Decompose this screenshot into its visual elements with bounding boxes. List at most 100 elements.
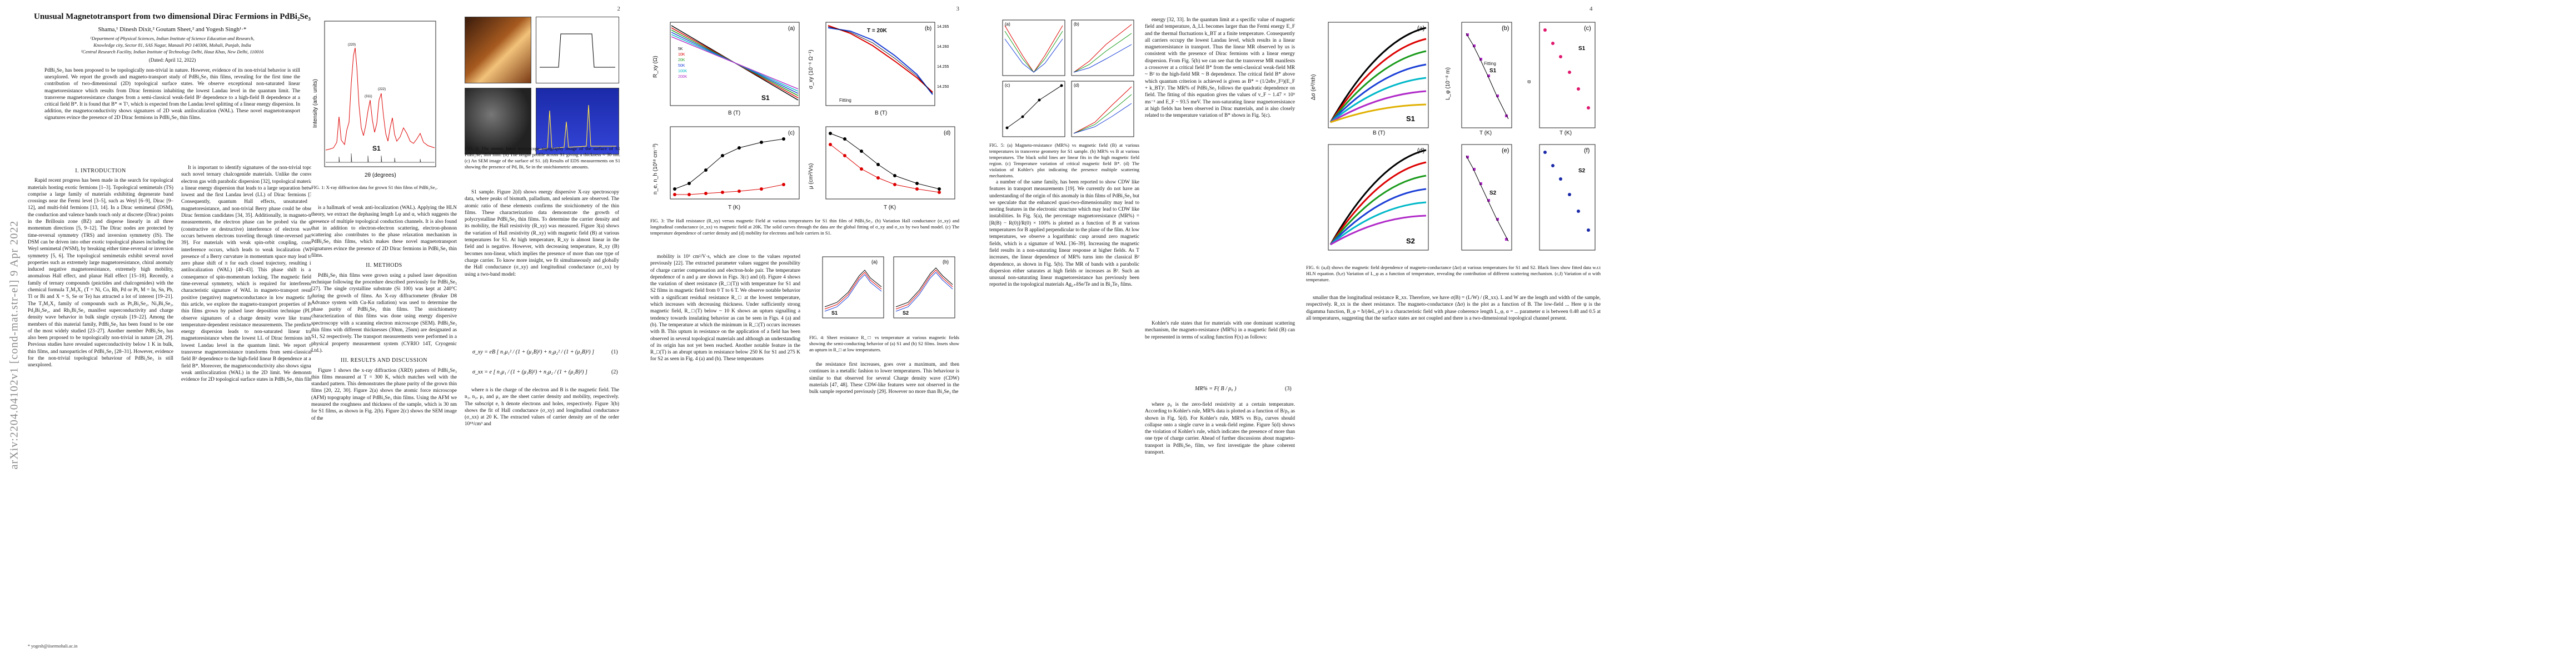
data-point bbox=[860, 167, 863, 171]
data-point bbox=[687, 182, 691, 185]
panel-label: (c) bbox=[1584, 25, 1591, 32]
data-point bbox=[738, 146, 741, 150]
data-point bbox=[704, 168, 707, 172]
data-point bbox=[1559, 55, 1562, 58]
data-point bbox=[1060, 84, 1063, 87]
data-point bbox=[1487, 199, 1490, 202]
sample-label: S2 bbox=[903, 310, 909, 316]
page4-column-3: smaller than the longitudinal resistance… bbox=[1306, 295, 1601, 656]
data-point bbox=[893, 183, 896, 186]
fig6f-points bbox=[1543, 151, 1590, 232]
fig3b-plot: 14.265 14.260 14.255 14.250 (b) bbox=[825, 22, 949, 106]
fig6f-frame bbox=[1539, 144, 1596, 251]
fig5d-frame bbox=[1071, 81, 1134, 137]
legend-entry: 10K bbox=[678, 53, 685, 57]
height-profile-svg bbox=[540, 33, 615, 68]
paragraph: the resistance first increases, goes ove… bbox=[809, 362, 959, 395]
data-point bbox=[893, 174, 896, 177]
data-point bbox=[1568, 193, 1571, 196]
data-point bbox=[782, 137, 785, 141]
figure-4-sheet-resistance: (a) (b) S1 S2 bbox=[809, 253, 959, 331]
paragraph: is a hallmark of weak anti-localization … bbox=[311, 205, 457, 259]
page3-column-left: mobility is 10³ cm²/V·s, which are close… bbox=[650, 253, 800, 656]
fig4a-series bbox=[824, 270, 882, 312]
series-line bbox=[1329, 50, 1427, 123]
sample-label: S2 bbox=[1406, 237, 1415, 245]
data-point bbox=[829, 143, 832, 146]
eds-svg bbox=[538, 104, 616, 150]
page-number: 3 bbox=[956, 6, 960, 12]
afm-topography-image bbox=[465, 17, 531, 83]
data-point bbox=[915, 182, 919, 185]
series-line bbox=[1073, 44, 1132, 73]
data-point bbox=[673, 187, 676, 191]
equation-3: MR% = F( B / ρ₀ ) bbox=[1195, 386, 1237, 392]
fig3a-legend: 5K 10K 20K 50K 100K 200K bbox=[678, 47, 687, 79]
data-point bbox=[782, 183, 785, 186]
fig3a-plot: 5K 10K 20K 50K 100K 200K (a) S1 bbox=[670, 22, 800, 106]
date-line: (Dated: April 12, 2022) bbox=[148, 57, 196, 63]
fig3d-y-axis-label: μ (cm²/Vs) bbox=[808, 163, 814, 189]
tick-label: 14.250 bbox=[937, 85, 949, 89]
fig6a-series bbox=[1329, 27, 1427, 123]
paragraph: where ρ₀ is the zero-field resistivity a… bbox=[1145, 402, 1295, 456]
corresponding-author-footnote: * yogesh@iisermohali.ac.in bbox=[28, 644, 78, 649]
data-point bbox=[860, 150, 863, 153]
title-block: Unusual Magnetotransport from two dimens… bbox=[28, 12, 317, 122]
paragraph: Kohler's rule states that for materials … bbox=[1145, 321, 1295, 340]
section-heading-intro: I. INTRODUCTION bbox=[75, 168, 126, 174]
page-number: 4 bbox=[1590, 6, 1593, 12]
eds-spectrum-line bbox=[538, 104, 616, 150]
section-heading-results: III. RESULTS AND DISCUSSION bbox=[341, 357, 427, 364]
series-line bbox=[1330, 103, 1427, 123]
fig3b-temperature-label: T = 20K bbox=[867, 28, 887, 34]
series-line bbox=[1073, 94, 1132, 134]
sigma-xx-series bbox=[828, 27, 933, 95]
figure-1-xrd: (220) (311) (222) Intensity (arb. units)… bbox=[311, 17, 457, 183]
figure-4-caption: FIG. 4: Sheet resistance R_□ vs temperat… bbox=[809, 335, 959, 352]
data-point bbox=[1005, 126, 1009, 130]
data-point bbox=[1505, 238, 1508, 241]
fig3c-plot: (c) bbox=[670, 126, 800, 200]
panel-label: (a) bbox=[1005, 22, 1010, 27]
paper-title: Unusual Magnetotransport from two dimens… bbox=[34, 12, 311, 21]
data-point bbox=[1551, 164, 1554, 167]
paragraph: smaller than the longitudinal resistance… bbox=[1306, 295, 1601, 321]
data-point bbox=[1479, 182, 1482, 185]
xrd-x-axis-label: 2θ (degrees) bbox=[365, 172, 396, 178]
data-point bbox=[1496, 94, 1499, 97]
hole-mobility-points bbox=[829, 143, 941, 194]
series-line bbox=[824, 270, 882, 307]
data-point bbox=[687, 193, 691, 196]
page1-column-right: It is important to identify signatures o… bbox=[181, 165, 327, 654]
equation-3-number: (3) bbox=[1285, 386, 1292, 392]
series-line bbox=[895, 272, 953, 312]
page2-column-right-continued: where n is the charge of the electron an… bbox=[465, 387, 619, 656]
page-3: 3 5K 10K 20K 50K 100K 200K (a) S1 bbox=[650, 0, 961, 667]
fig6-plot: (a) S1 (b) S1 (c) S1 bbox=[1328, 22, 1596, 251]
sample-label: S2 bbox=[1578, 168, 1586, 174]
data-point bbox=[829, 132, 832, 135]
eds-spectrum bbox=[536, 88, 619, 155]
fig3c-x-axis-label: T (K) bbox=[728, 205, 741, 211]
fig3a-x-axis-label: B (T) bbox=[728, 110, 741, 116]
data-point bbox=[1466, 156, 1469, 158]
fig3a-frame bbox=[670, 22, 800, 106]
data-point bbox=[1505, 115, 1508, 117]
data-point bbox=[738, 190, 741, 193]
figure-3d-mobility: (d) μ (cm²/Vs) T (K) bbox=[806, 122, 961, 215]
data-point bbox=[1021, 115, 1024, 118]
arxiv-identifier: arXiv:2204.04102v1 [cond-mat.str-el] 9 A… bbox=[8, 220, 21, 469]
fig6c-y-axis-label: α bbox=[1526, 80, 1532, 83]
panel-label: (c) bbox=[1005, 83, 1010, 88]
series-line bbox=[1073, 86, 1132, 134]
data-point bbox=[1568, 71, 1571, 74]
height-profile-plot bbox=[536, 17, 619, 83]
sample-label: S1 bbox=[1578, 46, 1586, 52]
figure-3-caption: FIG. 3: The Hall resistance (R_xy) versu… bbox=[650, 218, 959, 236]
data-point bbox=[760, 187, 763, 191]
series-line bbox=[1330, 215, 1427, 246]
series-line bbox=[671, 36, 799, 89]
data-point bbox=[876, 176, 880, 180]
data-point bbox=[1479, 58, 1482, 61]
